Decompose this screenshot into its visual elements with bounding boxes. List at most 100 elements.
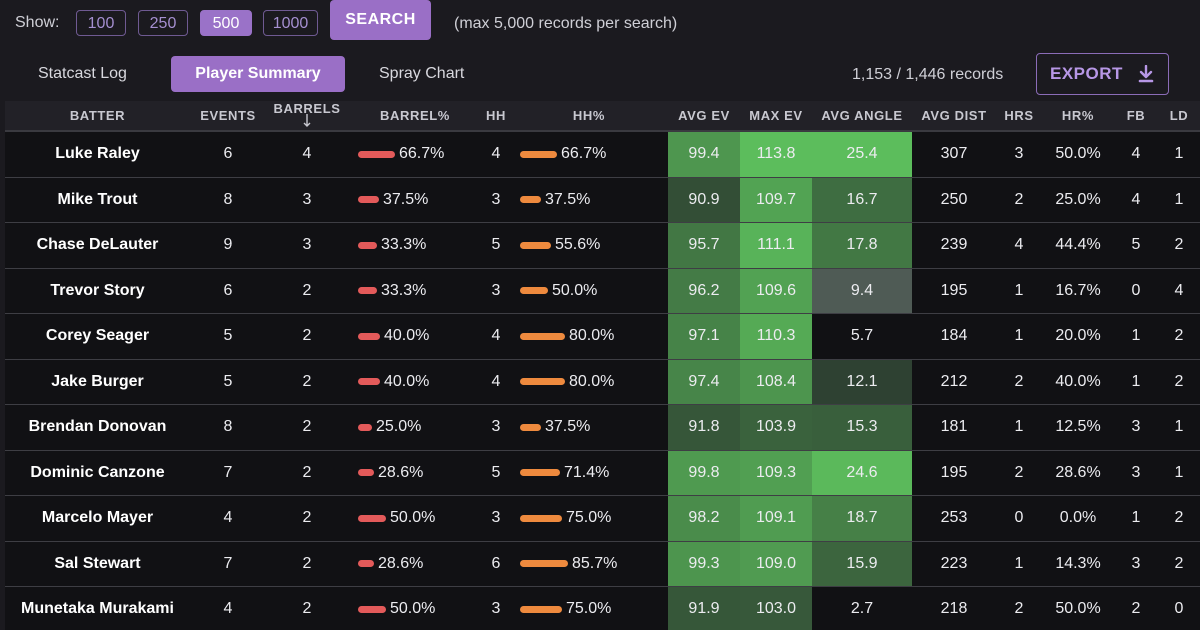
search-button[interactable]: SEARCH (330, 0, 431, 40)
barrel-pct-cell-bar (358, 560, 374, 568)
hh-pct-cell: 55.6% (510, 222, 668, 269)
hh-pct-cell-bar (520, 196, 541, 204)
hr-pct-cell: 44.4% (1042, 222, 1114, 269)
events-cell: 7 (190, 541, 266, 587)
table-row[interactable]: Luke Raley 6 4 66.7% 4 66.7% 99.4 113.8 25.4 307 3… (5, 131, 1200, 178)
col-header-barrels-label: BARRELS (273, 101, 341, 116)
barrel-pct-cell-bar (358, 423, 372, 431)
hh-cell: 3 (482, 495, 510, 542)
hh-pct-cell-bar (520, 560, 568, 568)
col-header-hrs[interactable]: HRS (996, 101, 1042, 132)
avg-angle-cell: 9.4 (812, 268, 912, 314)
barrels-cell: 2 (266, 268, 348, 314)
hh-pct-cell-bar (520, 469, 560, 477)
table-row[interactable]: Sal Stewart 7 2 28.6% 6 85.7% 99.3 109.0 15.9 223… (5, 541, 1200, 587)
col-header-ld[interactable]: LD (1158, 101, 1200, 132)
max-ev-cell: 113.8 (740, 131, 812, 178)
table-row[interactable]: Mike Trout 8 3 37.5% 3 37.5% 90.9 109.7 16.7 250 2… (5, 177, 1200, 223)
table-header-row: BATTER EVENTS BARRELS BARREL% HH HH% AVG… (5, 101, 1200, 132)
fb-cell: 4 (1114, 177, 1158, 223)
col-header-max-ev[interactable]: MAX EV (740, 101, 812, 132)
table-row[interactable]: Jake Burger 5 2 40.0% 4 80.0% 97.4 108.4 12.1 212… (5, 359, 1200, 405)
col-header-avg-ev[interactable]: AVG EV (668, 101, 740, 132)
hh-cell: 5 (482, 450, 510, 496)
barrels-cell: 2 (266, 450, 348, 496)
barrel-pct-cell-bar (358, 378, 380, 386)
size-option-100[interactable]: 100 (76, 10, 126, 36)
size-option-250[interactable]: 250 (138, 10, 188, 36)
size-option-500[interactable]: 500 (200, 10, 252, 36)
hr-pct-cell: 28.6% (1042, 450, 1114, 496)
ld-cell: 1 (1158, 450, 1200, 496)
tab-statcast-log[interactable]: Statcast Log (38, 65, 127, 82)
barrel-pct-cell: 33.3% (348, 268, 482, 314)
table-row[interactable]: Trevor Story 6 2 33.3% 3 50.0% 96.2 109.6 9.4 195… (5, 268, 1200, 314)
avg-dist-cell: 195 (912, 268, 996, 314)
avg-dist-cell: 239 (912, 222, 996, 269)
hh-cell: 3 (482, 268, 510, 314)
table-row[interactable]: Brendan Donovan 8 2 25.0% 3 37.5% 91.8 103.9 15.… (5, 404, 1200, 451)
max-ev-cell: 109.1 (740, 495, 812, 542)
hh-pct-cell-value: 37.5% (545, 418, 591, 436)
barrel-pct-cell: 66.7% (348, 131, 482, 178)
hh-pct-cell-bar (520, 332, 565, 340)
export-button[interactable]: EXPORT (1036, 53, 1169, 95)
barrel-pct-cell-bar (358, 332, 380, 340)
table-row[interactable]: Chase DeLauter 9 3 33.3% 5 55.6% 95.7 111.1 17.8… (5, 222, 1200, 269)
barrel-pct-cell-value: 40.0% (384, 372, 430, 390)
table-row[interactable]: Dominic Canzone 7 2 28.6% 5 71.4% 99.8 109.3 24.… (5, 450, 1200, 496)
hr-pct-cell: 40.0% (1042, 359, 1114, 405)
col-header-fb[interactable]: FB (1114, 101, 1158, 132)
col-header-hh-pct[interactable]: HH% (510, 101, 668, 132)
col-header-avg-angle[interactable]: AVG ANGLE (812, 101, 912, 132)
avg-dist-cell: 250 (912, 177, 996, 223)
player-summary-table: BATTER EVENTS BARRELS BARREL% HH HH% AVG… (5, 101, 1200, 630)
hh-pct-cell-bar (520, 378, 565, 386)
barrel-pct-cell: 28.6% (348, 450, 482, 496)
table-row[interactable]: Corey Seager 5 2 40.0% 4 80.0% 97.1 110.3 5.7 184… (5, 313, 1200, 360)
ld-cell: 2 (1158, 541, 1200, 587)
ld-cell: 1 (1158, 404, 1200, 451)
events-cell: 5 (190, 359, 266, 405)
col-header-batter[interactable]: BATTER (5, 101, 190, 132)
table-row[interactable]: Munetaka Murakami 4 2 50.0% 3 75.0% 91.9 103.0 2… (5, 586, 1200, 630)
events-cell: 5 (190, 313, 266, 360)
hh-pct-cell-bar (520, 423, 541, 431)
avg-ev-cell: 97.4 (668, 359, 740, 405)
col-header-barrel-pct[interactable]: BARREL% (348, 101, 482, 132)
avg-dist-cell: 307 (912, 131, 996, 178)
hh-cell: 3 (482, 177, 510, 223)
batter-name: Marcelo Mayer (5, 495, 190, 542)
barrel-pct-cell-value: 33.3% (381, 281, 427, 299)
avg-dist-cell: 184 (912, 313, 996, 360)
hrs-cell: 0 (996, 495, 1042, 542)
max-records-note: (max 5,000 records per search) (454, 15, 678, 32)
hh-pct-cell-value: 37.5% (545, 190, 591, 208)
barrel-pct-cell-value: 40.0% (384, 327, 430, 345)
events-cell: 9 (190, 222, 266, 269)
col-header-barrels[interactable]: BARRELS (266, 101, 348, 132)
size-option-1000[interactable]: 1000 (263, 10, 318, 36)
batter-name: Sal Stewart (5, 541, 190, 587)
batter-name: Trevor Story (5, 268, 190, 314)
hh-pct-cell: 71.4% (510, 450, 668, 496)
hh-pct-cell: 66.7% (510, 131, 668, 178)
col-header-hr-pct[interactable]: HR% (1042, 101, 1114, 132)
barrels-cell: 3 (266, 177, 348, 223)
avg-angle-cell: 17.8 (812, 222, 912, 269)
col-header-events[interactable]: EVENTS (190, 101, 266, 132)
table-row[interactable]: Marcelo Mayer 4 2 50.0% 3 75.0% 98.2 109.1 18.7 2… (5, 495, 1200, 542)
batter-name: Chase DeLauter (5, 222, 190, 269)
tab-spray-chart[interactable]: Spray Chart (379, 65, 465, 82)
hrs-cell: 2 (996, 450, 1042, 496)
avg-ev-cell: 95.7 (668, 222, 740, 269)
col-header-hh[interactable]: HH (482, 101, 510, 132)
barrel-pct-cell: 40.0% (348, 359, 482, 405)
max-ev-cell: 108.4 (740, 359, 812, 405)
col-header-avg-dist[interactable]: AVG DIST (912, 101, 996, 132)
tab-player-summary[interactable]: Player Summary (171, 56, 345, 92)
avg-ev-cell: 98.2 (668, 495, 740, 542)
max-ev-cell: 103.9 (740, 404, 812, 451)
avg-dist-cell: 181 (912, 404, 996, 451)
avg-ev-cell: 91.8 (668, 404, 740, 451)
